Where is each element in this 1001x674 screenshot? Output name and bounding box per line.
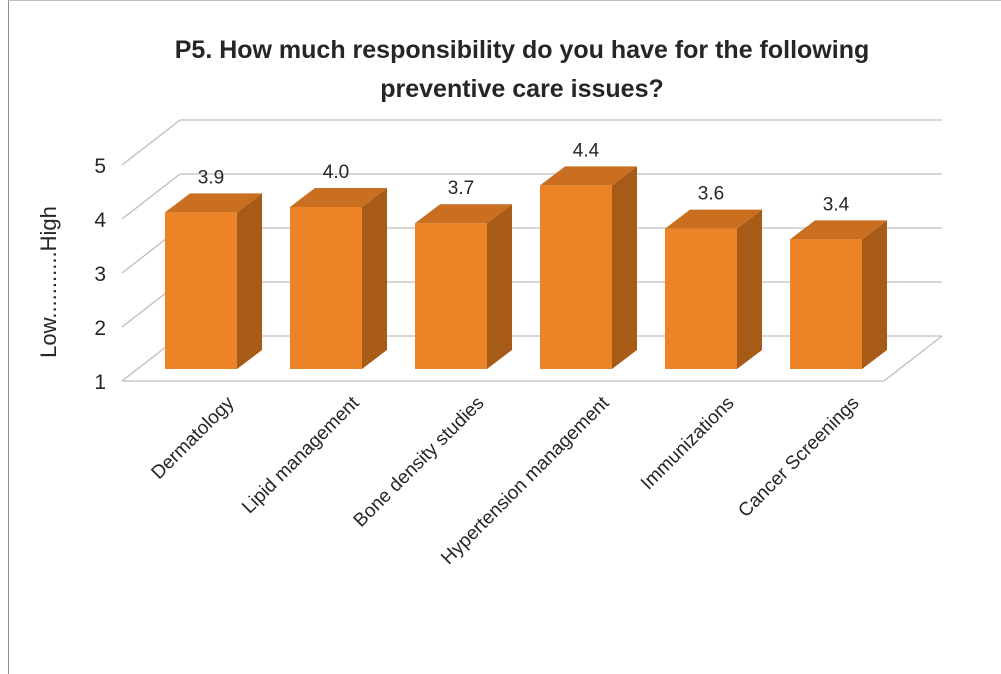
x-tick-label: Lipid management bbox=[238, 392, 364, 518]
bar-top bbox=[665, 209, 762, 229]
y-tick-label: 3 bbox=[94, 263, 106, 286]
bar-top bbox=[415, 204, 512, 224]
bar-top bbox=[540, 166, 637, 186]
y-tick-label: 1 bbox=[94, 371, 106, 394]
chart-frame bbox=[8, 0, 1001, 674]
bar-side bbox=[362, 188, 387, 369]
y-tick-label: 5 bbox=[94, 155, 106, 178]
data-label: 3.4 bbox=[823, 194, 850, 215]
y-tick-label: 2 bbox=[94, 317, 106, 340]
data-label: 3.7 bbox=[448, 178, 474, 199]
bar-top bbox=[790, 220, 887, 240]
x-tick-label: Cancer Screenings bbox=[734, 393, 863, 522]
bar-front bbox=[665, 228, 737, 369]
bar-side bbox=[737, 209, 762, 369]
y-tick-label: 4 bbox=[94, 209, 106, 232]
chart-title-line-2: preventive care issues? bbox=[380, 75, 664, 103]
data-label: 4.0 bbox=[323, 162, 349, 183]
y-axis-label: Low...........High bbox=[36, 206, 61, 358]
bar-front bbox=[415, 223, 487, 369]
bar-side bbox=[237, 193, 262, 369]
data-label: 3.9 bbox=[198, 167, 224, 188]
data-label: 4.4 bbox=[573, 140, 600, 161]
bar-top bbox=[165, 193, 262, 213]
bar-side bbox=[612, 166, 637, 369]
bar-top bbox=[290, 188, 387, 207]
bar-side bbox=[487, 204, 512, 369]
bar-side bbox=[862, 220, 887, 369]
bar-front bbox=[290, 207, 362, 369]
bars-layer bbox=[165, 166, 887, 369]
floor-right-edge bbox=[883, 335, 943, 382]
data-label: 3.6 bbox=[698, 184, 724, 205]
chart-title-line-1: P5. How much responsibility do you have … bbox=[175, 36, 870, 64]
bar-front bbox=[540, 185, 612, 369]
gridline-diagonal bbox=[121, 173, 181, 220]
x-tick-label: Dermatology bbox=[148, 392, 239, 483]
bar-front bbox=[165, 212, 237, 369]
bar-front bbox=[790, 239, 862, 369]
gridline-diagonal bbox=[121, 119, 181, 166]
x-tick-label: Bone density studies bbox=[350, 393, 489, 532]
x-tick-label: Immunizations bbox=[637, 393, 738, 494]
